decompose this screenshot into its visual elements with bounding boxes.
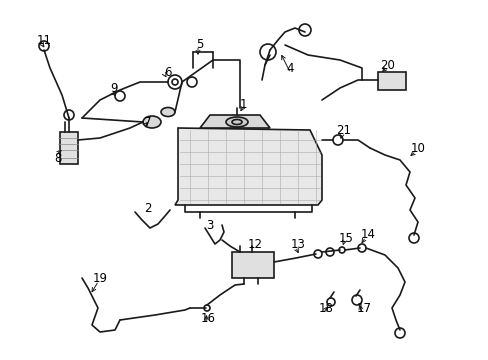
Text: 2: 2 <box>144 202 151 215</box>
Text: 21: 21 <box>336 123 351 136</box>
Text: 1: 1 <box>239 98 246 111</box>
Text: 19: 19 <box>92 271 107 284</box>
Ellipse shape <box>161 108 175 117</box>
Bar <box>231 252 273 278</box>
Bar <box>377 72 405 90</box>
Text: 16: 16 <box>200 311 215 324</box>
Polygon shape <box>200 115 269 128</box>
Text: 17: 17 <box>356 302 371 315</box>
Text: 11: 11 <box>37 33 51 46</box>
Text: 14: 14 <box>360 228 375 240</box>
Text: 15: 15 <box>338 231 353 244</box>
Text: 7: 7 <box>144 116 151 129</box>
Text: 6: 6 <box>164 66 171 78</box>
Text: 10: 10 <box>410 141 425 154</box>
Ellipse shape <box>142 116 161 128</box>
Text: 18: 18 <box>318 302 333 315</box>
Text: 3: 3 <box>206 219 213 231</box>
Ellipse shape <box>225 117 247 127</box>
Bar <box>60 132 78 164</box>
Polygon shape <box>175 128 321 205</box>
Text: 8: 8 <box>54 152 61 165</box>
Text: 4: 4 <box>285 62 293 75</box>
Text: 13: 13 <box>290 238 305 251</box>
Text: 5: 5 <box>196 37 203 50</box>
Text: 9: 9 <box>110 81 118 95</box>
Text: 12: 12 <box>247 238 262 251</box>
Text: 20: 20 <box>380 59 395 72</box>
